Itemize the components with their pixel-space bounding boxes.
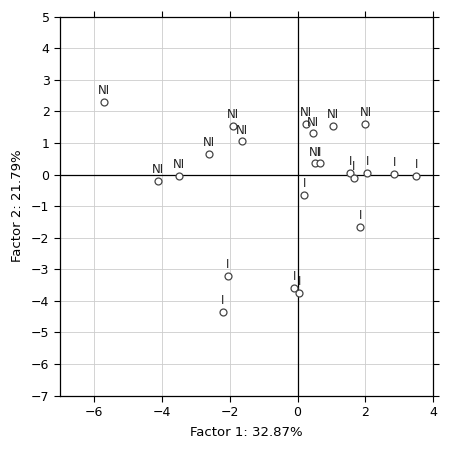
Text: NI: NI — [203, 136, 216, 149]
Text: NI: NI — [360, 106, 372, 119]
Text: NI: NI — [227, 108, 239, 121]
Text: I: I — [352, 160, 355, 173]
Text: I: I — [365, 155, 369, 168]
Text: I: I — [297, 275, 301, 288]
Text: I: I — [318, 146, 321, 159]
Y-axis label: Factor 2: 21.79%: Factor 2: 21.79% — [11, 150, 24, 262]
Text: NI: NI — [300, 106, 312, 119]
Text: NI: NI — [173, 158, 185, 171]
Text: I: I — [221, 294, 225, 307]
Text: I: I — [392, 156, 396, 169]
Text: I: I — [359, 209, 362, 222]
Text: NI: NI — [307, 116, 319, 129]
Text: NI: NI — [327, 108, 339, 121]
Text: I: I — [414, 158, 418, 171]
X-axis label: Factor 1: 32.87%: Factor 1: 32.87% — [190, 426, 303, 439]
Text: I: I — [348, 155, 352, 168]
Text: I: I — [226, 258, 230, 271]
Text: NI: NI — [98, 84, 110, 97]
Text: NI: NI — [308, 146, 320, 159]
Text: NI: NI — [235, 124, 248, 137]
Text: NI: NI — [153, 163, 164, 176]
Text: I: I — [303, 177, 306, 190]
Text: I: I — [292, 270, 296, 284]
